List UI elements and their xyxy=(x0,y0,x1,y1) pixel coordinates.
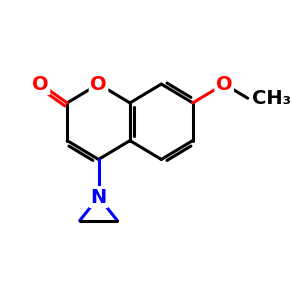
Text: O: O xyxy=(90,75,107,94)
Text: O: O xyxy=(216,75,232,94)
Text: N: N xyxy=(90,188,107,207)
Text: O: O xyxy=(32,75,49,94)
Text: CH₃: CH₃ xyxy=(252,89,291,108)
